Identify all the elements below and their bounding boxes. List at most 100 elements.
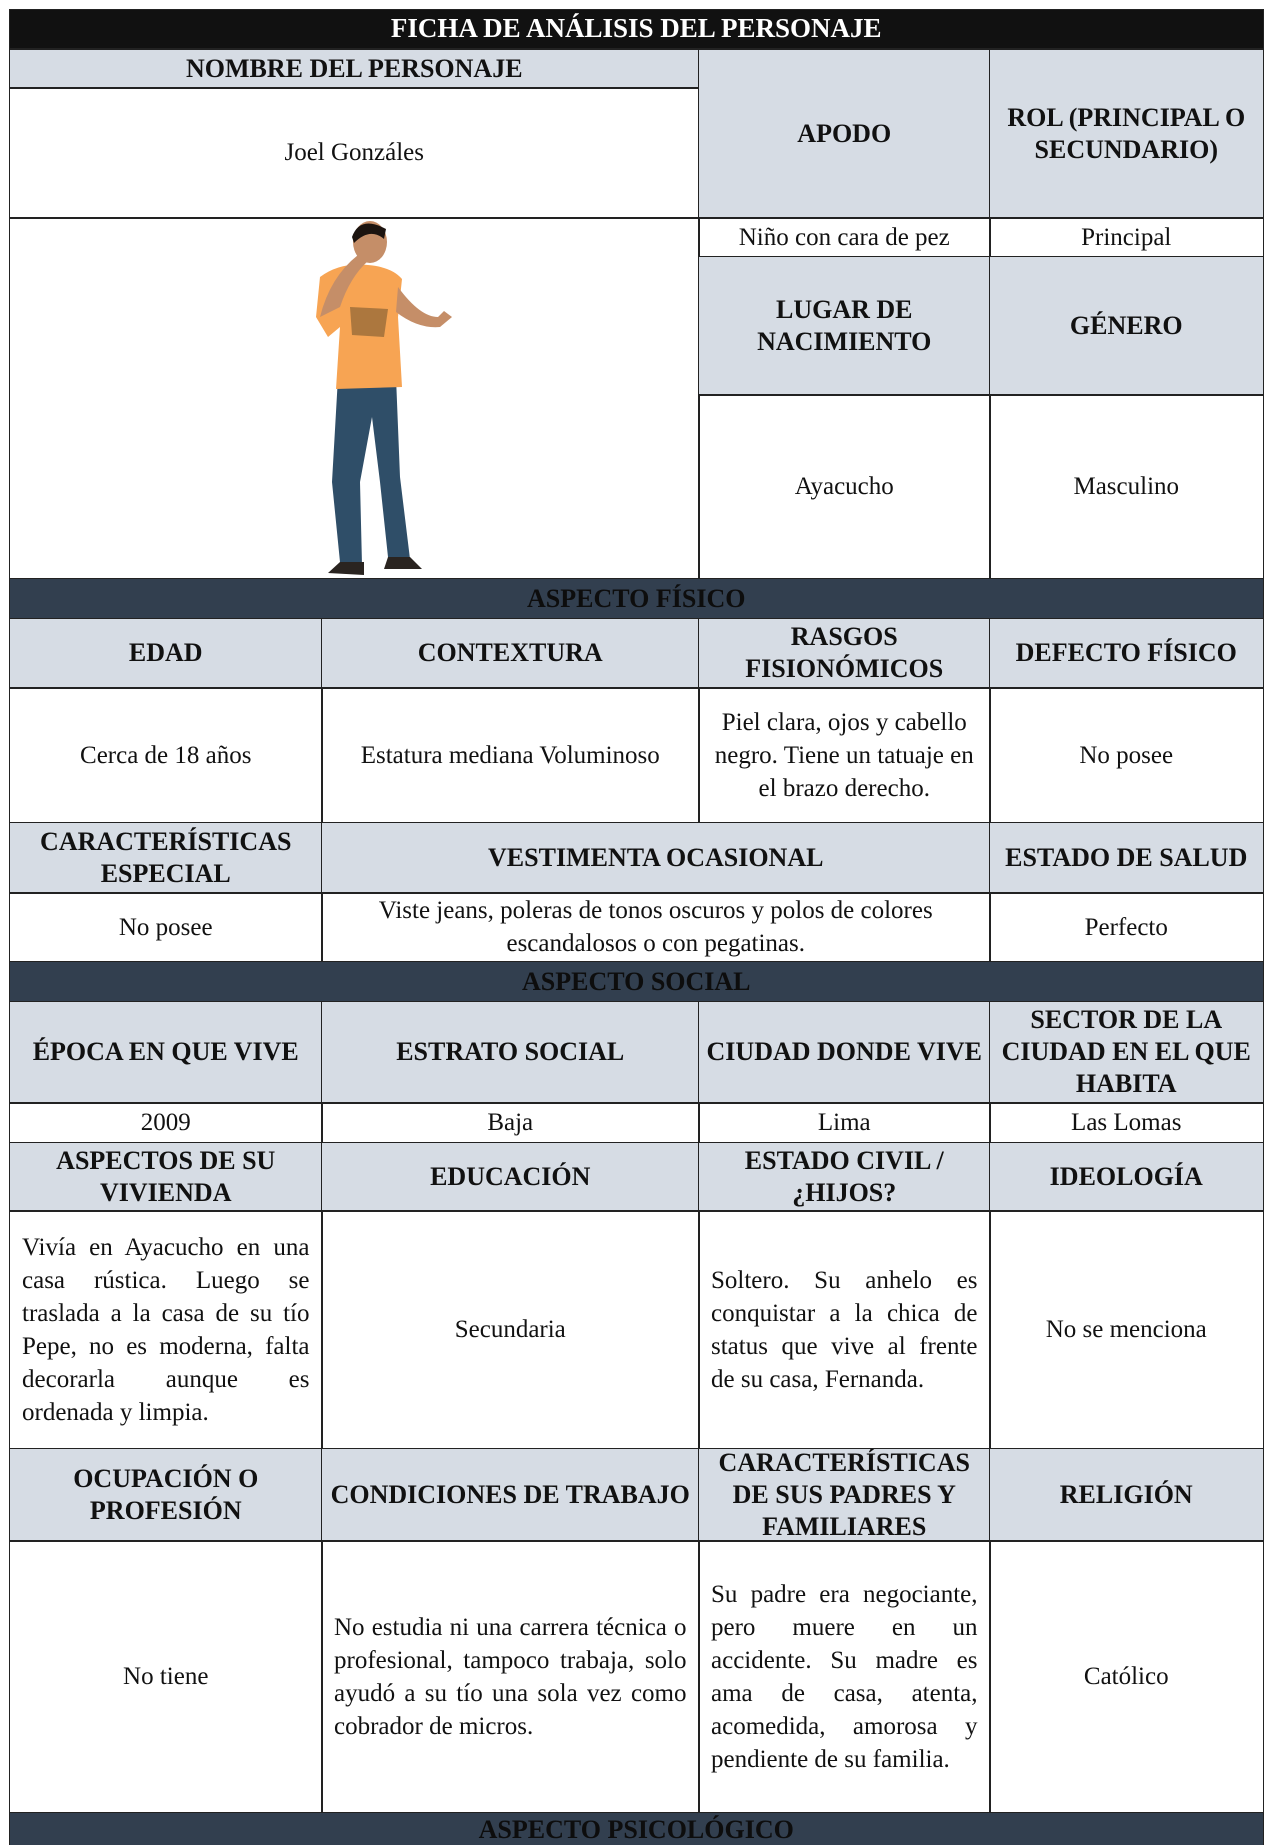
table-cell: ÉPOCA EN QUE VIVE bbox=[9, 1001, 323, 1104]
cell-text: Ayacucho bbox=[794, 473, 894, 501]
cell-text: Vivía en Ayacucho en una casa rústica. L… bbox=[22, 1233, 310, 1426]
cell-text: IDEOLOGÍA bbox=[1049, 1161, 1203, 1191]
cell-text: EDAD bbox=[128, 638, 203, 668]
cell-text: Viste jeans, poleras de tonos oscuros y … bbox=[378, 897, 933, 958]
cell-text: FICHA DE ANÁLISIS DEL PERSONAJE bbox=[390, 13, 882, 44]
cell-text: RASGOS FISIONÓMICOS bbox=[745, 622, 944, 684]
table-cell: LUGAR DE NACIMIENTO bbox=[698, 256, 991, 396]
table-cell: DEFECTO FÍSICO bbox=[989, 618, 1264, 689]
table-cell: EDAD bbox=[9, 618, 323, 689]
table-cell: Joel Gonzáles bbox=[9, 87, 700, 219]
cell-text: RELIGIÓN bbox=[1059, 1479, 1193, 1509]
cell-text: ÉPOCA EN QUE VIVE bbox=[32, 1037, 299, 1067]
table-cell: Principal bbox=[989, 217, 1264, 258]
table-cell: Vivía en Ayacucho en una casa rústica. L… bbox=[9, 1210, 323, 1450]
table-cell: ESTADO CIVIL / ¿HIJOS? bbox=[698, 1142, 991, 1212]
cell-text: Joel Gonzáles bbox=[284, 139, 425, 167]
table-cell: No tiene bbox=[9, 1540, 323, 1814]
cell-text: No tiene bbox=[123, 1663, 209, 1691]
cell-text: Piel clara, ojos y cabello negro. Tiene … bbox=[714, 708, 974, 802]
character-photo bbox=[316, 221, 452, 575]
cell-text: SECTOR DE LA CIUDAD EN EL QUE HABITA bbox=[1001, 1005, 1251, 1099]
table-cell: SECTOR DE LA CIUDAD EN EL QUE HABITA bbox=[989, 1001, 1264, 1104]
table-cell: ESTRATO SOCIAL bbox=[321, 1001, 700, 1104]
table-cell: Secundaria bbox=[321, 1210, 700, 1450]
table-cell: Estatura mediana Voluminoso bbox=[321, 687, 700, 824]
cell-text: CONTEXTURA bbox=[417, 638, 603, 668]
table-cell: Ayacucho bbox=[698, 394, 991, 580]
cell-text: EDUCACIÓN bbox=[430, 1161, 591, 1191]
table-cell: Viste jeans, poleras de tonos oscuros y … bbox=[321, 892, 991, 963]
cell-text: Secundaria bbox=[454, 1316, 566, 1344]
cell-text: GÉNERO bbox=[1069, 310, 1183, 340]
cell-text: Cerca de 18 años bbox=[80, 741, 252, 769]
table-cell: GÉNERO bbox=[989, 256, 1264, 396]
table-cell: CARACTERÍSTICAS DE SUS PADRES Y FAMILIAR… bbox=[698, 1448, 991, 1542]
section-heading: ASPECTO FÍSICO bbox=[9, 578, 1264, 620]
cell-text: Católico bbox=[1083, 1663, 1169, 1691]
table-cell: CIUDAD DONDE VIVE bbox=[698, 1001, 991, 1104]
cell-text: APODO bbox=[797, 118, 892, 148]
table-cell: ROL (PRINCIPAL O SECUNDARIO) bbox=[989, 49, 1264, 219]
table-cell: RASGOS FISIONÓMICOS bbox=[698, 618, 991, 689]
cell-text: VESTIMENTA OCASIONAL bbox=[488, 842, 824, 872]
cell-text: OCUPACIÓN O PROFESIÓN bbox=[73, 1463, 259, 1525]
cell-text: ASPECTO SOCIAL bbox=[521, 967, 751, 997]
cell-text: NOMBRE DEL PERSONAJE bbox=[185, 53, 523, 83]
table-cell: ASPECTOS DE SU VIVIENDA bbox=[9, 1142, 323, 1212]
table-cell: Perfecto bbox=[989, 892, 1264, 963]
cell-text: Masculino bbox=[1073, 473, 1180, 501]
cell-text: ASPECTOS DE SU VIVIENDA bbox=[56, 1145, 276, 1207]
table-cell: NOMBRE DEL PERSONAJE bbox=[9, 49, 700, 89]
cell-text: ESTRATO SOCIAL bbox=[396, 1037, 625, 1067]
table-cell: Cerca de 18 años bbox=[9, 687, 323, 824]
table-cell: CARACTERÍSTICAS ESPECIAL bbox=[9, 822, 323, 894]
cell-text: CIUDAD DONDE VIVE bbox=[706, 1037, 982, 1067]
table-cell: EDUCACIÓN bbox=[321, 1142, 700, 1212]
table-cell: CONTEXTURA bbox=[321, 618, 700, 689]
table-cell: No posee bbox=[989, 687, 1264, 824]
table-cell: CONDICIONES DE TRABAJO bbox=[321, 1448, 700, 1542]
section-heading: ASPECTO PSICOLÓGICO bbox=[9, 1812, 1264, 1845]
cell-text: No posee bbox=[1079, 741, 1174, 769]
cell-text: ESTADO DE SALUD bbox=[1005, 842, 1248, 872]
table-cell: Su padre era negociante, pero muere en u… bbox=[698, 1540, 991, 1814]
cell-text: ROL (PRINCIPAL O SECUNDARIO) bbox=[1007, 102, 1246, 164]
cell-text: Baja bbox=[487, 1109, 534, 1137]
table-cell: Católico bbox=[989, 1540, 1264, 1814]
table-cell: Baja bbox=[321, 1102, 700, 1144]
table-cell: Soltero. Su anhelo es conquistar a la ch… bbox=[698, 1210, 991, 1450]
cell-text: 2009 bbox=[140, 1109, 191, 1137]
section-heading: ASPECTO SOCIAL bbox=[9, 961, 1264, 1003]
title-bar: FICHA DE ANÁLISIS DEL PERSONAJE bbox=[9, 9, 1264, 49]
cell-text: No se menciona bbox=[1045, 1316, 1207, 1344]
cell-text: ESTADO CIVIL / ¿HIJOS? bbox=[744, 1145, 944, 1207]
table-cell: 2009 bbox=[9, 1102, 323, 1144]
cell-text: CARACTERÍSTICAS ESPECIAL bbox=[40, 826, 292, 888]
cell-text: Niño con cara de pez bbox=[738, 223, 950, 251]
cell-text: Las Lomas bbox=[1071, 1109, 1182, 1137]
cell-text: CARACTERÍSTICAS DE SUS PADRES Y FAMILIAR… bbox=[718, 1448, 970, 1541]
table-cell: RELIGIÓN bbox=[989, 1448, 1264, 1542]
table-cell: Las Lomas bbox=[989, 1102, 1264, 1144]
cell-text: No estudia ni una carrera técnica o prof… bbox=[334, 1613, 687, 1740]
cell-text: ASPECTO FÍSICO bbox=[527, 584, 746, 614]
table-cell: ESTADO DE SALUD bbox=[989, 822, 1264, 894]
cell-text: Perfecto bbox=[1084, 913, 1168, 941]
cell-text: No posee bbox=[118, 913, 213, 941]
cell-text: CONDICIONES DE TRABAJO bbox=[330, 1479, 690, 1509]
table-cell: IDEOLOGÍA bbox=[989, 1142, 1264, 1212]
table-cell: Piel clara, ojos y cabello negro. Tiene … bbox=[698, 687, 991, 824]
table-cell: Masculino bbox=[989, 394, 1264, 580]
table-cell: No estudia ni una carrera técnica o prof… bbox=[321, 1540, 700, 1814]
cell-text: DEFECTO FÍSICO bbox=[1015, 638, 1237, 668]
table-cell: No posee bbox=[9, 892, 323, 963]
cell-text: ASPECTO PSICOLÓGICO bbox=[478, 1814, 794, 1844]
table-cell: VESTIMENTA OCASIONAL bbox=[321, 822, 991, 894]
table-cell: No se menciona bbox=[989, 1210, 1264, 1450]
cell-text: Estatura mediana Voluminoso bbox=[360, 741, 660, 769]
table-cell: Niño con cara de pez bbox=[698, 217, 991, 258]
table-cell: Lima bbox=[698, 1102, 991, 1144]
table-cell: OCUPACIÓN O PROFESIÓN bbox=[9, 1448, 323, 1542]
